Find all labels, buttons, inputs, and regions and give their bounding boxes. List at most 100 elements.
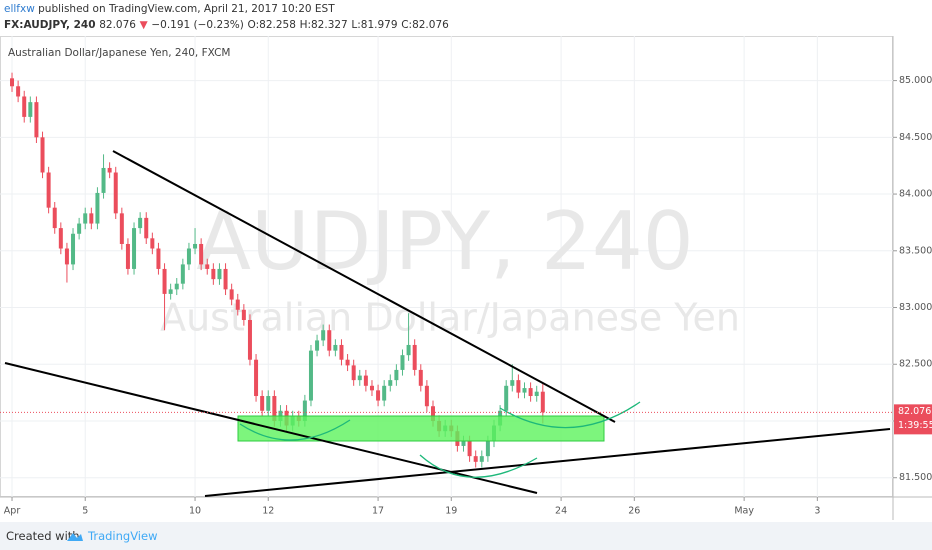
candle-body [211,268,216,280]
ohlc: H:82.327 [299,19,348,31]
candle-body [168,289,173,294]
candle-body [77,223,82,234]
x-tick-label: 26 [628,506,640,517]
x-tick-label: 12 [262,506,274,517]
candle-body [321,330,326,341]
last-price-label: 82.076 [898,406,931,417]
candle-body [382,385,387,401]
y-tick-label: 85.000 [899,75,932,86]
candle-body [394,369,399,381]
candle-body [479,456,484,462]
chart-title: Australian Dollar/Japanese Yen, 240, FXC… [8,47,230,59]
candle-body [351,365,356,381]
candle-body [174,283,179,290]
candle-body [229,289,234,300]
candle-body [40,137,45,173]
ohlc: L:81.979 [351,19,398,31]
ohlc: C:82.076 [401,19,449,31]
candle-body [223,268,228,290]
x-tick-label: Apr [4,506,21,517]
candle-body [327,330,332,351]
candle-body [254,359,259,397]
candle-body [400,355,405,370]
arc[interactable] [419,454,538,478]
candle-body [406,344,411,356]
candle-body [272,396,277,421]
candle-body [83,213,88,224]
candle-body [125,243,130,269]
candle-body [193,243,198,249]
arc[interactable] [499,401,641,429]
author[interactable]: ellfxw [4,3,35,15]
candle-body [58,228,63,249]
candle-body [510,380,515,386]
last-price-box [894,404,932,435]
symbol: FX:AUDJPY, 240 [4,19,96,31]
price: 82.076 [99,19,136,31]
candle-body [388,380,393,386]
candle-body [46,172,51,208]
candle-body [467,441,472,457]
candle-body [119,213,124,244]
drawings [4,150,891,497]
candle-body [339,344,344,360]
candle-body [522,388,527,393]
candle-body [180,264,185,284]
candle-body [418,369,423,386]
candle-body [10,78,15,87]
candle-body [516,380,521,393]
candle-body [162,268,167,294]
candle-body [28,102,33,117]
candle-body [217,268,222,280]
candle-body [461,441,466,446]
published: published on TradingView.com, April 21, … [38,3,335,15]
candle-body [376,390,381,401]
chart: AUDJPY, 240 Australian Dollar/Japanese Y… [0,36,932,520]
candle-body [534,391,539,397]
candle-body [504,385,509,411]
x-tick-label: May [734,506,754,517]
candle-body [260,396,265,411]
candle-body [101,167,106,193]
candle-body [357,375,362,381]
candle-body [64,248,69,265]
candle-body [205,264,210,269]
candle-body [528,388,533,397]
candle-body [95,192,100,224]
arc[interactable] [239,419,351,441]
arrow: ▼ [139,19,148,31]
ohlc: O:82.258 [247,19,296,31]
y-tick-label: 84.000 [899,189,932,200]
y-tick-label: 82.500 [899,359,932,370]
candle-body [34,102,39,138]
candle-body [424,385,429,407]
brand-logo [67,533,83,541]
trend-line[interactable] [204,428,891,497]
y-tick-label: 83.500 [899,245,932,256]
footer: Created with TradingView [0,522,932,550]
candle-body [107,167,112,173]
x-tick-label: 5 [82,506,88,517]
candle-body [132,228,137,269]
trend-line[interactable] [112,150,616,423]
x-tick-label: 19 [445,506,457,517]
support-zone[interactable] [237,415,605,442]
candle-body [199,243,204,265]
y-tick-label: 81.500 [899,472,932,483]
candle-body [315,340,320,351]
candle-body [156,248,161,269]
candle-body [345,359,350,366]
candle-body [235,299,240,310]
candle-body [144,217,149,239]
candle-body [150,238,155,249]
watermark: AUDJPY, 240 [196,195,693,288]
candle-body [430,406,435,421]
candle-body [485,441,490,457]
candle-body [241,309,246,320]
brand[interactable]: TradingView [88,529,158,543]
candle-body [540,391,545,413]
created-with: Created with [6,529,80,543]
candle-body [363,375,368,386]
candle-body [186,248,191,265]
